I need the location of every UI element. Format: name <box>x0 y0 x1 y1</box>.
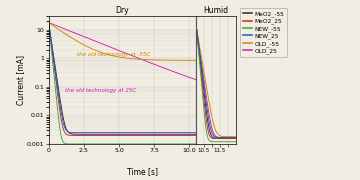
MeO2_-55 <box>114 133 119 135</box>
OLD_25 <box>54 24 58 27</box>
NEW_-55 <box>54 95 58 97</box>
OLD_-55 <box>118 56 123 58</box>
NEW_25 <box>124 132 128 134</box>
Legend: MeO2_-55, MeO2_25, NEW_-55, NEW_25, OLD_-55, OLD_25: MeO2_-55, MeO2_25, NEW_-55, NEW_25, OLD_… <box>240 8 287 57</box>
MeO2_25 <box>54 82 58 84</box>
MeO2_25 <box>117 134 122 136</box>
NEW_-55 <box>118 143 123 145</box>
NEW_25 <box>118 132 123 134</box>
MeO2_-55 <box>46 21 51 24</box>
MeO2_-55 <box>54 73 58 75</box>
OLD_25 <box>190 77 194 79</box>
MeO2_-55 <box>118 133 123 135</box>
NEW_-55 <box>190 143 194 145</box>
OLD_25 <box>194 79 199 81</box>
NEW_25 <box>194 132 199 134</box>
OLD_-55 <box>190 59 194 61</box>
Text: Time [s]: Time [s] <box>127 168 158 177</box>
NEW_25 <box>190 132 194 134</box>
Text: the old technology at -55C: the old technology at -55C <box>77 52 150 57</box>
MeO2_-55 <box>190 133 194 135</box>
OLD_-55 <box>163 59 167 61</box>
NEW_-55 <box>190 143 194 145</box>
MeO2_-55 <box>194 133 199 135</box>
NEW_-55 <box>194 143 199 145</box>
NEW_-55 <box>105 143 110 145</box>
OLD_25 <box>163 67 167 69</box>
OLD_25 <box>46 21 51 24</box>
MeO2_-55 <box>163 133 167 135</box>
OLD_25 <box>114 49 119 51</box>
MeO2_25 <box>118 134 123 136</box>
Line: NEW_-55: NEW_-55 <box>49 22 197 144</box>
MeO2_25 <box>194 134 199 136</box>
MeO2_25 <box>190 134 194 136</box>
Line: OLD_25: OLD_25 <box>49 22 197 80</box>
Y-axis label: Current [mA]: Current [mA] <box>17 55 26 105</box>
MeO2_25 <box>46 21 51 24</box>
OLD_-55 <box>194 59 199 61</box>
MeO2_-55 <box>190 133 194 135</box>
NEW_25 <box>163 132 167 134</box>
NEW_25 <box>46 21 51 24</box>
NEW_25 <box>114 132 119 134</box>
OLD_-55 <box>114 55 119 58</box>
MeO2_25 <box>190 134 194 136</box>
Title: Dry: Dry <box>116 6 129 15</box>
OLD_-55 <box>54 27 58 29</box>
Text: the old technology at 25C: the old technology at 25C <box>66 88 137 93</box>
Title: Humid: Humid <box>203 6 229 15</box>
MeO2_25 <box>114 134 119 136</box>
NEW_25 <box>54 77 58 79</box>
Line: MeO2_25: MeO2_25 <box>49 22 197 135</box>
NEW_-55 <box>114 143 119 145</box>
OLD_25 <box>118 50 123 52</box>
MeO2_25 <box>163 134 167 136</box>
NEW_-55 <box>163 143 167 145</box>
Line: NEW_25: NEW_25 <box>49 22 197 133</box>
NEW_-55 <box>46 21 51 24</box>
OLD_-55 <box>190 59 194 61</box>
Line: OLD_-55: OLD_-55 <box>49 22 197 60</box>
MeO2_-55 <box>130 133 135 135</box>
OLD_25 <box>190 77 194 79</box>
OLD_-55 <box>46 21 51 24</box>
Line: MeO2_-55: MeO2_-55 <box>49 22 197 134</box>
NEW_25 <box>190 132 194 134</box>
